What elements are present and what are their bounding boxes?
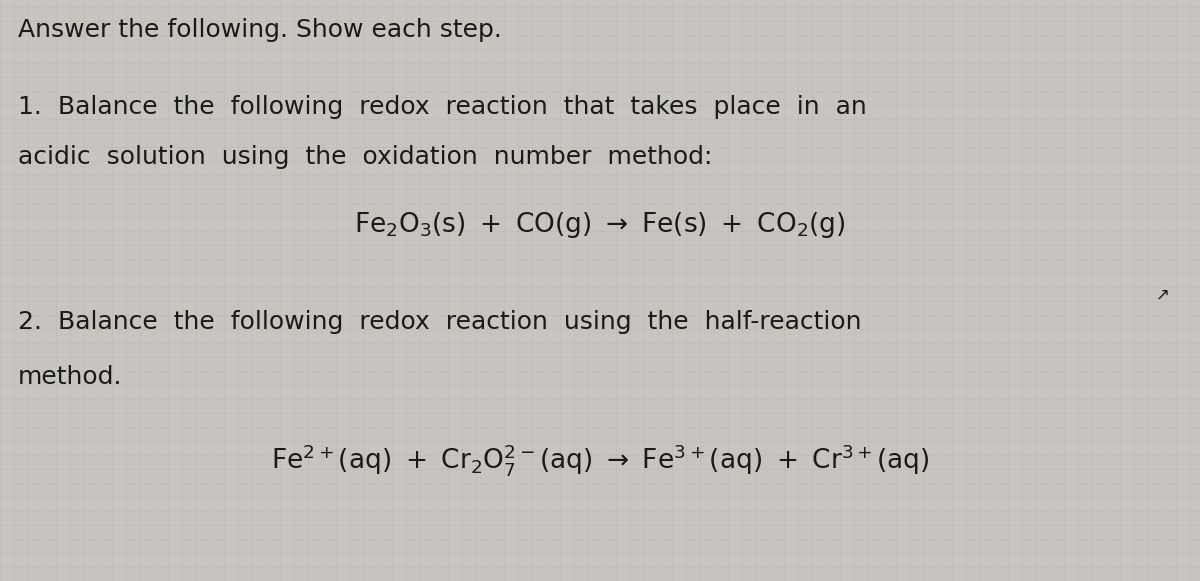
Text: $\mathrm{Fe^{2+}(aq)\ +\ Cr_2O_7^{2-}(aq)\ \rightarrow\ Fe^{3+}(aq)\ +\ Cr^{3+}(: $\mathrm{Fe^{2+}(aq)\ +\ Cr_2O_7^{2-}(aq…	[271, 442, 929, 478]
Text: 1.  Balance  the  following  redox  reaction  that  takes  place  in  an: 1. Balance the following redox reaction …	[18, 95, 866, 119]
Text: $\mathrm{Fe_2O_3(s)\ +\ CO(g)\ \rightarrow\ Fe(s)\ +\ CO_2(g)}$: $\mathrm{Fe_2O_3(s)\ +\ CO(g)\ \rightarr…	[354, 210, 846, 240]
Text: 2.  Balance  the  following  redox  reaction  using  the  half-reaction: 2. Balance the following redox reaction …	[18, 310, 862, 334]
Text: Answer the following. Show each step.: Answer the following. Show each step.	[18, 18, 502, 42]
Text: method.: method.	[18, 365, 122, 389]
Text: $\nearrow$: $\nearrow$	[1152, 286, 1169, 304]
Text: acidic  solution  using  the  oxidation  number  method:: acidic solution using the oxidation numb…	[18, 145, 713, 169]
